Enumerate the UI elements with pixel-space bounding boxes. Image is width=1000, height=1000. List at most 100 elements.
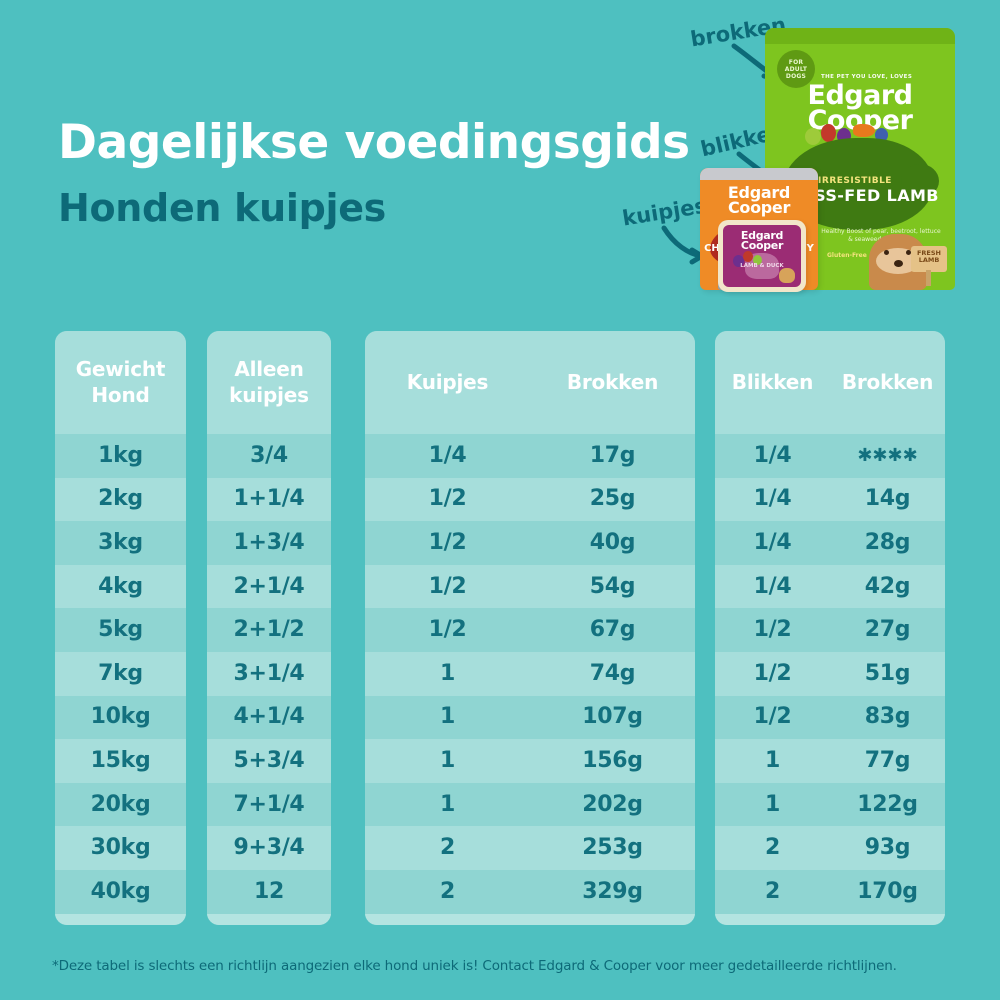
cell-alleen-kuipjes: 3/4 [250, 442, 288, 468]
cell-alleen-kuipjes: 4+1/4 [233, 704, 305, 730]
table-row: 1 156g [365, 739, 695, 783]
cell-blikken-brokken: 170g [857, 878, 918, 904]
table-row: 1 77g [715, 739, 945, 783]
table-body-kuipjes-brokken: 1/4 17g 1/2 25g 1/2 40g 1/2 54g 1/2 67g 1 74g … [365, 434, 695, 914]
cell-gewicht: 2kg [98, 486, 143, 512]
cell-kuipjes-brokken: 54g [589, 573, 636, 599]
cell-gewicht: 3kg [98, 529, 143, 555]
cell-blikken-brokken: 93g [864, 835, 911, 861]
bag-sign-label: FRESH LAMB [911, 246, 947, 272]
table-header-kuipjes-brokken: Kuipjes Brokken [365, 331, 695, 434]
cell-blikken: 1/2 [753, 704, 792, 730]
cell-kuipjes-brokken: 40g [589, 529, 636, 555]
table-header-gewicht: Gewicht Hond [55, 331, 186, 434]
tub-flavour: LAMB & DUCK [740, 263, 784, 269]
cell-gewicht: 20kg [90, 791, 151, 817]
cell-alleen-kuipjes: 1+1/4 [233, 486, 305, 512]
cell-gewicht: 7kg [98, 660, 143, 686]
cell-blikken-brokken: 27g [864, 617, 911, 643]
table-group-kuipjes-brokken: Kuipjes Brokken 1/4 17g 1/2 25g 1/2 40g 1/2… [365, 331, 695, 925]
tub-berry-icon [743, 251, 753, 262]
table-row: 2 93g [715, 826, 945, 870]
table-row: 7+1/4 [207, 782, 331, 827]
cell-blikken: 1/4 [753, 442, 792, 468]
kibble-piece-icon [779, 268, 795, 283]
table-row: 7kg [55, 651, 186, 696]
cell-blikken-brokken: 51g [864, 660, 911, 686]
cell-blikken-brokken: 42g [864, 573, 911, 599]
cell-kuipjes-brokken: 107g [582, 704, 643, 730]
table-row: 30kg [55, 826, 186, 870]
tub-brand: Edgard Cooper [723, 229, 801, 252]
table-body-gewicht: 1kg 2kg 3kg 4kg 5kg 7kg 10kg 15kg 20kg 3… [55, 434, 186, 914]
cell-blikken-brokken: 28g [864, 529, 911, 555]
cell-alleen-kuipjes: 5+3/4 [233, 747, 305, 773]
cell-gewicht: 15kg [90, 747, 151, 773]
table-row: 10kg [55, 695, 186, 740]
cell-gewicht: 5kg [98, 617, 143, 643]
table-group-alleen-kuipjes: Alleen kuipjes 3/4 1+1/4 1+3/4 2+1/4 2+1… [207, 331, 331, 925]
table-row: 1+3/4 [207, 521, 331, 565]
table-row: 1 107g [365, 695, 695, 740]
table-row: 20kg [55, 782, 186, 827]
bag-adult-badge: FOR ADULT DOGS [777, 50, 815, 88]
header-cell-gewicht-hond: Gewicht Hond [55, 357, 186, 408]
cell-alleen-kuipjes: 7+1/4 [233, 791, 305, 817]
header-cell-blikken: Blikken [731, 369, 814, 394]
cell-kuipjes-brokken: 329g [582, 878, 643, 904]
table-row: 1kg [55, 434, 186, 478]
header-cell-brokken-right: Brokken [841, 369, 934, 394]
cell-kuipjes: 1 [439, 660, 455, 686]
cell-blikken-brokken: 122g [857, 791, 918, 817]
product-tub: Edgard Cooper LAMB & DUCK [718, 220, 806, 292]
cell-gewicht: 1kg [98, 442, 143, 468]
can-brand-line2: Cooper [727, 197, 791, 217]
table-row: 2 170g [715, 869, 945, 914]
dog-nose [894, 260, 903, 267]
carrot-icon [853, 124, 875, 137]
cell-alleen-kuipjes: 3+1/4 [233, 660, 305, 686]
cell-alleen-kuipjes: 1+3/4 [233, 529, 305, 555]
cell-kuipjes: 2 [439, 835, 455, 861]
page-title-block: Dagelijkse voedingsgids Honden kuipjes [58, 118, 718, 229]
tub-brand-line1: Edgard [740, 229, 784, 242]
table-body-blikken-brokken: 1/4 ✱✱✱✱ 1/4 14g 1/4 28g 1/4 42g 1/2 27g 1/2 5… [715, 434, 945, 914]
can-lid [700, 168, 818, 180]
header-cell-brokken-mid: Brokken [566, 369, 659, 394]
table-row: 5+3/4 [207, 739, 331, 783]
can-brand: Edgard Cooper [700, 185, 818, 217]
table-row: 1/2 67g [365, 608, 695, 652]
cell-blikken: 1/2 [753, 660, 792, 686]
cell-alleen-kuipjes: 12 [253, 878, 284, 904]
table-header-alleen-kuipjes: Alleen kuipjes [207, 331, 331, 434]
cell-gewicht: 10kg [90, 704, 151, 730]
header-alleen-line2: kuipjes [229, 382, 309, 407]
tub-brand-line2: Cooper [740, 238, 784, 252]
cell-blikken-brokken: ✱✱✱✱ [857, 444, 918, 466]
table-row: 1 122g [715, 782, 945, 827]
cell-kuipjes: 1 [439, 747, 455, 773]
table-row: 1/4 28g [715, 521, 945, 565]
table-row: 1/2 27g [715, 608, 945, 652]
card-footer-strip [365, 913, 695, 925]
table-row: 2 329g [365, 869, 695, 914]
table-row: 2+1/2 [207, 608, 331, 652]
cell-blikken-brokken: 77g [864, 747, 911, 773]
cell-kuipjes: 1/4 [428, 442, 467, 468]
table-row: 1/4 42g [715, 564, 945, 609]
cell-kuipjes: 1 [439, 704, 455, 730]
table-row: 1/4 17g [365, 434, 695, 478]
cell-gewicht: 4kg [98, 573, 143, 599]
feeding-table: Gewicht Hond 1kg 2kg 3kg 4kg 5kg 7kg 10k… [55, 331, 945, 925]
apple-icon [805, 128, 821, 145]
table-row: 2+1/4 [207, 564, 331, 609]
bag-gluten-free-label: Gluten-Free [827, 252, 867, 259]
page-title: Dagelijkse voedingsgids [58, 115, 690, 170]
footnote-disclaimer: *Deze tabel is slechts een richtlijn aan… [52, 958, 897, 974]
cell-kuipjes-brokken: 156g [582, 747, 643, 773]
cell-blikken: 2 [764, 878, 780, 904]
cell-alleen-kuipjes: 2+1/4 [233, 573, 305, 599]
cell-alleen-kuipjes: 9+3/4 [233, 835, 305, 861]
cell-gewicht: 40kg [90, 878, 151, 904]
table-row: 1 202g [365, 782, 695, 827]
